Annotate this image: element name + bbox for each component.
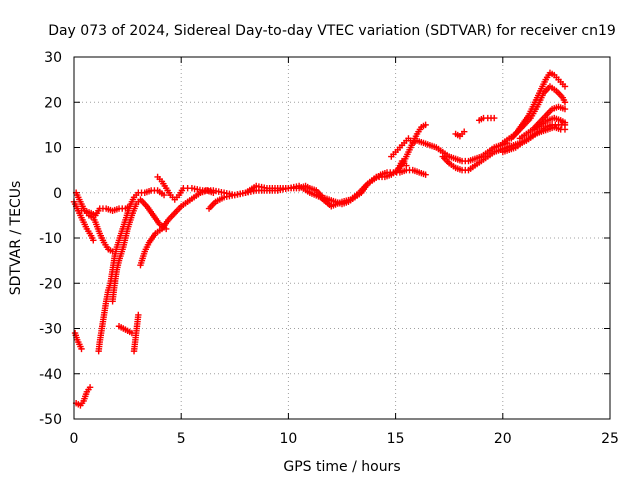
chart-title: Day 073 of 2024, Sidereal Day-to-day VTE…	[48, 23, 616, 39]
x-tick-label: 5	[177, 431, 186, 447]
y-tick-label: 30	[44, 50, 62, 66]
data-point	[160, 191, 168, 199]
data-point	[491, 114, 498, 122]
y-axis-label: SDTVAR / TECUs	[8, 181, 24, 296]
y-tick-label: -30	[39, 322, 62, 338]
x-axis-label: GPS time / hours	[283, 459, 400, 475]
data-point	[461, 128, 468, 135]
plot-border	[73, 56, 611, 420]
data-point	[561, 126, 569, 133]
y-tick-label: -10	[39, 231, 62, 247]
y-tick-label: -20	[39, 276, 62, 292]
data-point	[561, 83, 569, 90]
x-tick-label: 25	[601, 431, 619, 447]
data-points	[70, 69, 569, 409]
x-tick-label: 15	[387, 431, 405, 447]
data-point	[135, 311, 142, 319]
grid-lines	[74, 57, 610, 419]
x-tick-label: 0	[70, 431, 79, 447]
y-tick-label: 20	[44, 95, 62, 111]
y-tick-label: 0	[53, 186, 62, 202]
data-point	[422, 121, 429, 129]
data-point	[561, 105, 569, 113]
y-tick-label: -40	[39, 367, 62, 383]
data-point	[90, 237, 97, 244]
x-tick-label: 10	[279, 431, 297, 447]
y-tick-label: 10	[44, 141, 62, 157]
axis-ticks: 0 5 10 15 20 25 30 20 10 0 -10 -20 -30 -40 -50	[39, 50, 619, 447]
data-point	[403, 162, 410, 169]
data-point	[78, 345, 85, 353]
data-point	[422, 171, 429, 178]
y-tick-label: -50	[39, 412, 62, 428]
data-point	[86, 384, 94, 391]
x-tick-label: 20	[494, 431, 512, 447]
data-point	[561, 99, 569, 106]
data-point	[561, 119, 569, 126]
